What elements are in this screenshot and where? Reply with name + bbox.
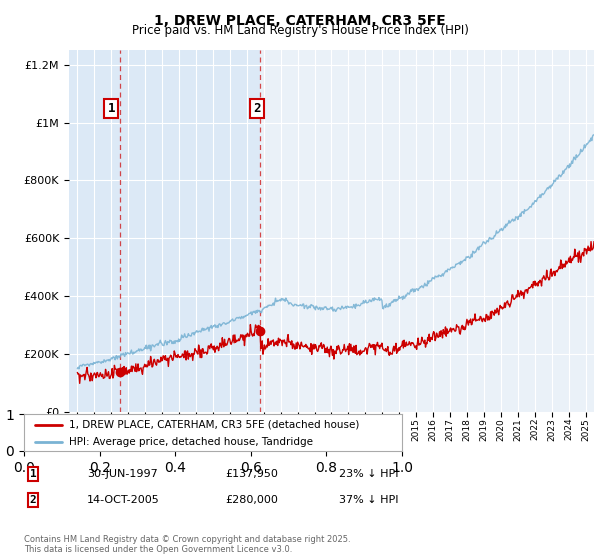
Text: 2: 2 — [29, 494, 37, 505]
Text: 1, DREW PLACE, CATERHAM, CR3 5FE: 1, DREW PLACE, CATERHAM, CR3 5FE — [154, 14, 446, 28]
Text: Contains HM Land Registry data © Crown copyright and database right 2025.
This d: Contains HM Land Registry data © Crown c… — [24, 535, 350, 554]
Text: £137,950: £137,950 — [225, 469, 278, 479]
Text: 30-JUN-1997: 30-JUN-1997 — [87, 469, 158, 479]
Text: 1, DREW PLACE, CATERHAM, CR3 5FE (detached house): 1, DREW PLACE, CATERHAM, CR3 5FE (detach… — [70, 419, 360, 430]
Text: 37% ↓ HPI: 37% ↓ HPI — [339, 494, 398, 505]
Text: Price paid vs. HM Land Registry's House Price Index (HPI): Price paid vs. HM Land Registry's House … — [131, 24, 469, 37]
Text: 14-OCT-2005: 14-OCT-2005 — [87, 494, 160, 505]
Text: HPI: Average price, detached house, Tandridge: HPI: Average price, detached house, Tand… — [70, 437, 313, 447]
Bar — [69, 50, 260, 412]
Text: 23% ↓ HPI: 23% ↓ HPI — [339, 469, 398, 479]
Text: £280,000: £280,000 — [225, 494, 278, 505]
Text: 1: 1 — [29, 469, 37, 479]
Text: 2: 2 — [253, 102, 260, 115]
Text: 1: 1 — [107, 102, 115, 115]
